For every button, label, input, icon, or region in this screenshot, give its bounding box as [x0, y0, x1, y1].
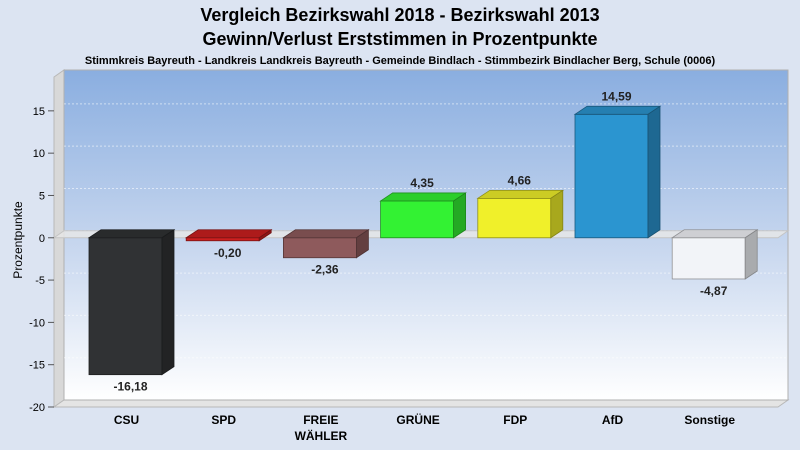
bar-front-face	[282, 237, 357, 259]
x-tick-label: CSU	[114, 413, 139, 427]
chart-title: Vergleich Bezirkswahl 2018 - Bezirkswahl…	[200, 5, 599, 25]
bar-top-face	[573, 105, 662, 115]
bar-front-face	[185, 237, 260, 242]
bar-value-label: 4,35	[410, 176, 434, 190]
bar-front-face	[574, 113, 649, 239]
y-tick-label: 15	[33, 106, 45, 118]
x-tick-label: FDP	[503, 413, 527, 427]
bar-side-face	[453, 192, 467, 239]
bar-top-face	[282, 229, 370, 239]
bars: -16,18 -0,20 -2,36 4,35 4,66 14,59 -4,87	[87, 89, 759, 394]
bar-fdp	[476, 189, 565, 239]
bar-afd	[573, 105, 662, 239]
x-tick-label: AfD	[602, 413, 624, 427]
x-tick-label: GRÜNE	[396, 412, 439, 427]
bar-top-face	[184, 229, 273, 239]
x-tick-label: Sonstige	[684, 413, 735, 427]
bar-spd	[184, 229, 273, 242]
bar-side-face	[258, 229, 272, 242]
chart-title-line2: Gewinn/Verlust Erststimmen in Prozentpun…	[202, 29, 597, 49]
bar-value-label: 4,66	[508, 173, 532, 187]
bar-csu	[87, 229, 176, 376]
bar-side-face	[744, 229, 758, 280]
chart-subtitle: Stimmkreis Bayreuth - Landkreis Landkrei…	[85, 55, 716, 67]
bar-front-face	[380, 200, 455, 239]
bar-front-face	[671, 237, 746, 280]
bar-value-label: -4,87	[700, 284, 728, 298]
bar-side-face	[355, 229, 369, 259]
y-tick-label: 0	[39, 233, 45, 245]
bar-top-face	[87, 229, 176, 239]
plot-floor	[52, 399, 790, 408]
bar-front-face	[477, 197, 552, 239]
bar-value-label: -16,18	[113, 380, 147, 394]
x-tick-label: FREIE	[303, 413, 338, 427]
bar-value-label: -2,36	[311, 263, 339, 277]
y-axis-ticks: -20 -15 -10 -5 0 5 10 15	[29, 106, 54, 414]
bar-freie	[282, 229, 370, 259]
x-tick-label-line2: WÄHLER	[295, 428, 348, 443]
bar-top-face	[670, 229, 759, 239]
y-tick-label: 5	[39, 190, 45, 202]
bar-side-face	[647, 105, 661, 239]
bar-value-label: 14,59	[601, 89, 631, 103]
bar-top-face	[476, 189, 565, 199]
y-axis-label: Prozentpunkte	[11, 201, 25, 279]
bar-side-face	[550, 189, 564, 239]
y-tick-label: -10	[29, 317, 45, 329]
bar-side-face	[161, 229, 175, 376]
y-tick-label: -5	[35, 275, 45, 287]
bar-grüne	[379, 192, 467, 239]
y-tick-label: -20	[29, 402, 45, 414]
y-tick-label: 10	[33, 148, 45, 160]
bar-front-face	[88, 237, 163, 376]
bar-value-label: -0,20	[214, 246, 242, 260]
plot-side-wall	[53, 69, 65, 408]
bar-sonstige	[670, 229, 759, 280]
y-tick-label: -15	[29, 360, 45, 372]
x-tick-label: SPD	[211, 413, 236, 427]
bar-top-face	[379, 192, 467, 202]
